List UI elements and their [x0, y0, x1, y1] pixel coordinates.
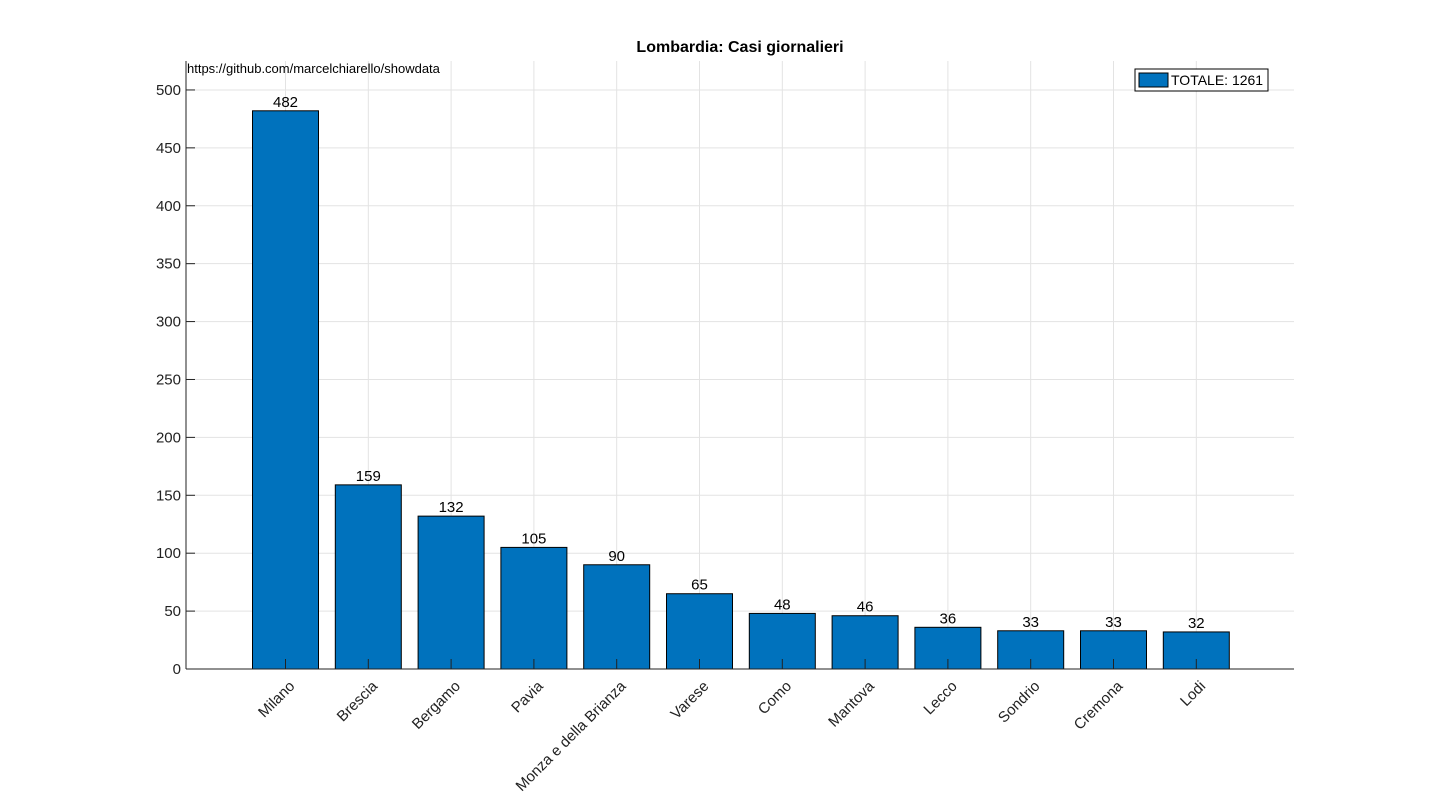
bar-varese: [666, 593, 733, 670]
bar-value-label: 48: [774, 596, 791, 613]
y-tick-label: 350: [156, 256, 181, 273]
bar-bergamo: [417, 515, 485, 670]
bar-value-label: 132: [439, 499, 464, 516]
y-tick-label: 500: [156, 82, 181, 99]
bar-value-label: 65: [691, 577, 708, 594]
legend-swatch: [1138, 72, 1169, 88]
chart-title: Lombardia: Casi giornalieri: [636, 39, 843, 56]
bar-value-label: 33: [1105, 614, 1122, 631]
y-tick-label: 100: [156, 545, 181, 562]
legend-label: TOTALE: 1261: [1171, 72, 1263, 88]
y-tick-label: 0: [173, 661, 181, 678]
source-annotation: https://github.com/marcelchiarello/showd…: [187, 61, 441, 76]
y-tick-label: 450: [156, 140, 181, 157]
y-axis-ticks: 0 50 100 150 200 250 300 350 400 450 500: [156, 82, 195, 678]
y-tick-label: 400: [156, 198, 181, 215]
data-labels: 482 159 132 105 90 65 48 46 36 33 33 32: [273, 94, 1205, 632]
bar-value-label: 105: [521, 530, 546, 547]
y-tick-label: 250: [156, 371, 181, 388]
bar-value-label: 482: [273, 94, 298, 111]
bar-value-label: 32: [1188, 615, 1205, 632]
y-tick-label: 50: [164, 603, 181, 620]
bar-brescia: [334, 484, 402, 670]
bar-value-label: 46: [857, 599, 874, 616]
bar-monza-e-della-brianza: [583, 564, 651, 670]
y-tick-label: 150: [156, 487, 181, 504]
legend: TOTALE: 1261: [1134, 68, 1269, 92]
bar-value-label: 36: [940, 610, 957, 627]
y-tick-label: 300: [156, 314, 181, 331]
bar-milano: [252, 110, 319, 670]
bar-value-label: 159: [356, 468, 381, 485]
bar-value-label: 90: [608, 548, 625, 565]
axes: [185, 61, 1294, 670]
bar-value-label: 33: [1022, 614, 1039, 631]
bar-pavia: [500, 546, 568, 670]
y-tick-label: 200: [156, 429, 181, 446]
bars: [252, 110, 1230, 670]
